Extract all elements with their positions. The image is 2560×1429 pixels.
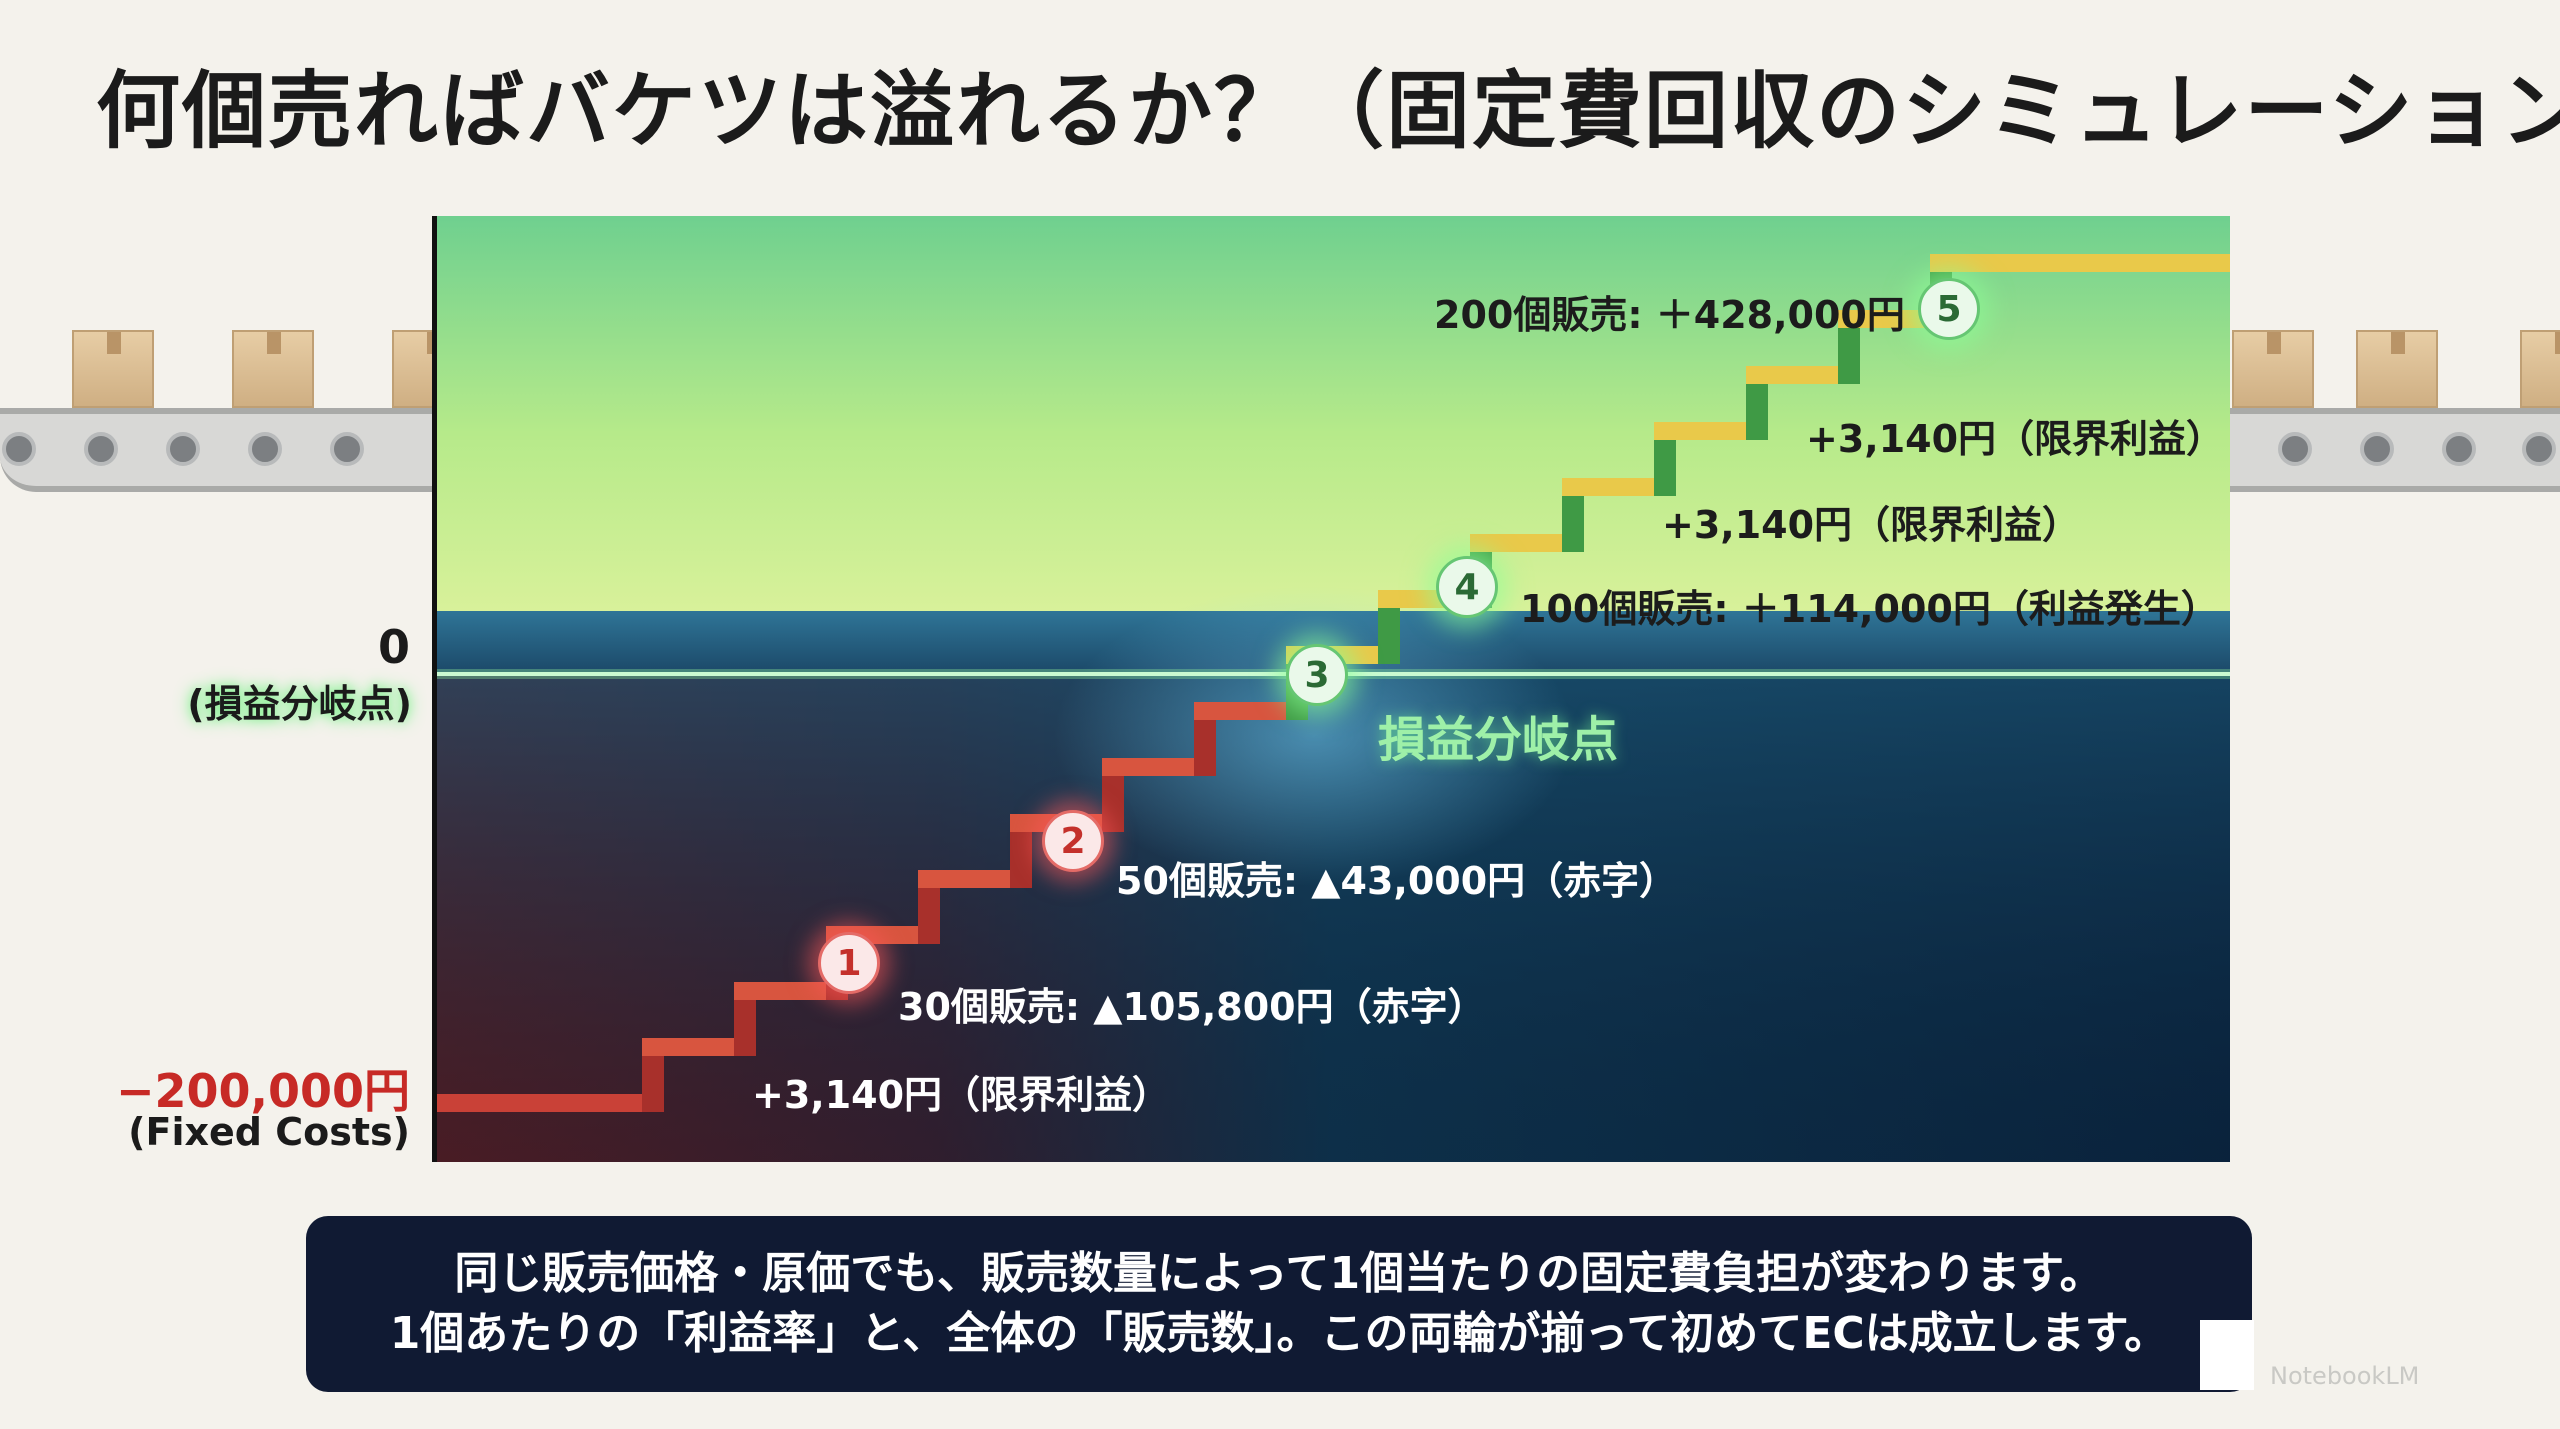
roller — [2522, 432, 2556, 466]
stair-riser — [1010, 814, 1032, 888]
package-box — [2520, 330, 2560, 408]
marker-5-label: 200個販売: ＋428,000円 — [1434, 293, 1905, 337]
stair-tread — [734, 982, 848, 1000]
note-line-2: 1個あたりの「利益率」と、全体の「販売数」。この両輪が揃って初めてECは成立しま… — [389, 1308, 2169, 1359]
staircase-svg — [434, 216, 2230, 1162]
stair-tread — [1654, 422, 1768, 440]
stair-riser — [734, 982, 756, 1056]
breakeven-label: 損益分岐点 — [1378, 712, 1619, 768]
roller — [166, 432, 200, 466]
marker-1: 1 — [818, 932, 880, 994]
watermark-box — [2200, 1320, 2254, 1390]
stair-riser — [1746, 366, 1768, 440]
marker-2-label: 50個販売: ▲43,000円（赤字） — [1116, 859, 1678, 903]
axis-zero-value: 0 — [377, 620, 410, 674]
y-axis — [432, 216, 437, 1162]
stair-riser — [1102, 758, 1124, 832]
roller — [2360, 432, 2394, 466]
profit-staircase-diagram — [434, 216, 2230, 1162]
stair-tread — [1470, 534, 1584, 552]
package-box — [232, 330, 314, 408]
stair-riser — [918, 870, 940, 944]
marker-5: 5 — [1918, 278, 1980, 340]
stair-tread — [1746, 366, 1860, 384]
marker-4-label: 100個販売: ＋114,000円（利益発生） — [1520, 587, 2219, 631]
note-line-1: 同じ販売価格・原価でも、販売数量によって1個当たりの固定費負担が変わります。 — [454, 1248, 2104, 1299]
stair-riser — [1194, 702, 1216, 776]
stair-base — [434, 1094, 664, 1112]
roller — [330, 432, 364, 466]
marker-4: 4 — [1436, 556, 1498, 618]
package-box — [72, 330, 154, 408]
stair-riser — [1838, 310, 1860, 384]
watermark: NotebookLM — [2270, 1362, 2420, 1390]
stair-top-landing — [2022, 254, 2230, 272]
conveyor-belt — [0, 408, 434, 492]
stair-tread — [1102, 758, 1216, 776]
stair-riser — [1378, 590, 1400, 664]
marker-1-label: 30個販売: ▲105,800円（赤字） — [898, 985, 1486, 1029]
marker-2: 2 — [1042, 810, 1104, 872]
stair-tread — [642, 1038, 756, 1056]
fixed-cost-label: (Fixed Costs) — [128, 1110, 410, 1154]
stair-riser — [1654, 422, 1676, 496]
summary-note: 同じ販売価格・原価でも、販売数量によって1個当たりの固定費負担が変わります。 1… — [306, 1216, 2252, 1392]
roller — [84, 432, 118, 466]
stair-riser — [642, 1038, 664, 1112]
marker-3-breakeven: 3 — [1286, 644, 1348, 706]
axis-zero-label: (損益分岐点) — [187, 682, 412, 726]
page-title: 何個売ればバケツは溢れるか？（固定費回収のシミュレーション） — [96, 62, 2560, 160]
roller — [248, 432, 282, 466]
breakeven-glow — [1054, 586, 1574, 886]
roller — [2, 432, 36, 466]
roller — [2278, 432, 2312, 466]
stair-tread — [1930, 254, 2044, 272]
step-label-mid: +3,140円（限界利益） — [1662, 503, 2081, 547]
stair-tread — [918, 870, 1032, 888]
step-label-bottom: +3,140円（限界利益） — [752, 1073, 1171, 1117]
stair-riser — [1562, 478, 1584, 552]
stair-tread — [1562, 478, 1676, 496]
package-box — [2232, 330, 2314, 408]
roller — [2442, 432, 2476, 466]
step-label-top: +3,140円（限界利益） — [1806, 417, 2225, 461]
stair-tread — [1194, 702, 1308, 720]
fixed-cost-value: −200,000円 — [115, 1064, 410, 1118]
package-box — [2356, 330, 2438, 408]
conveyor-belt — [2230, 408, 2560, 492]
